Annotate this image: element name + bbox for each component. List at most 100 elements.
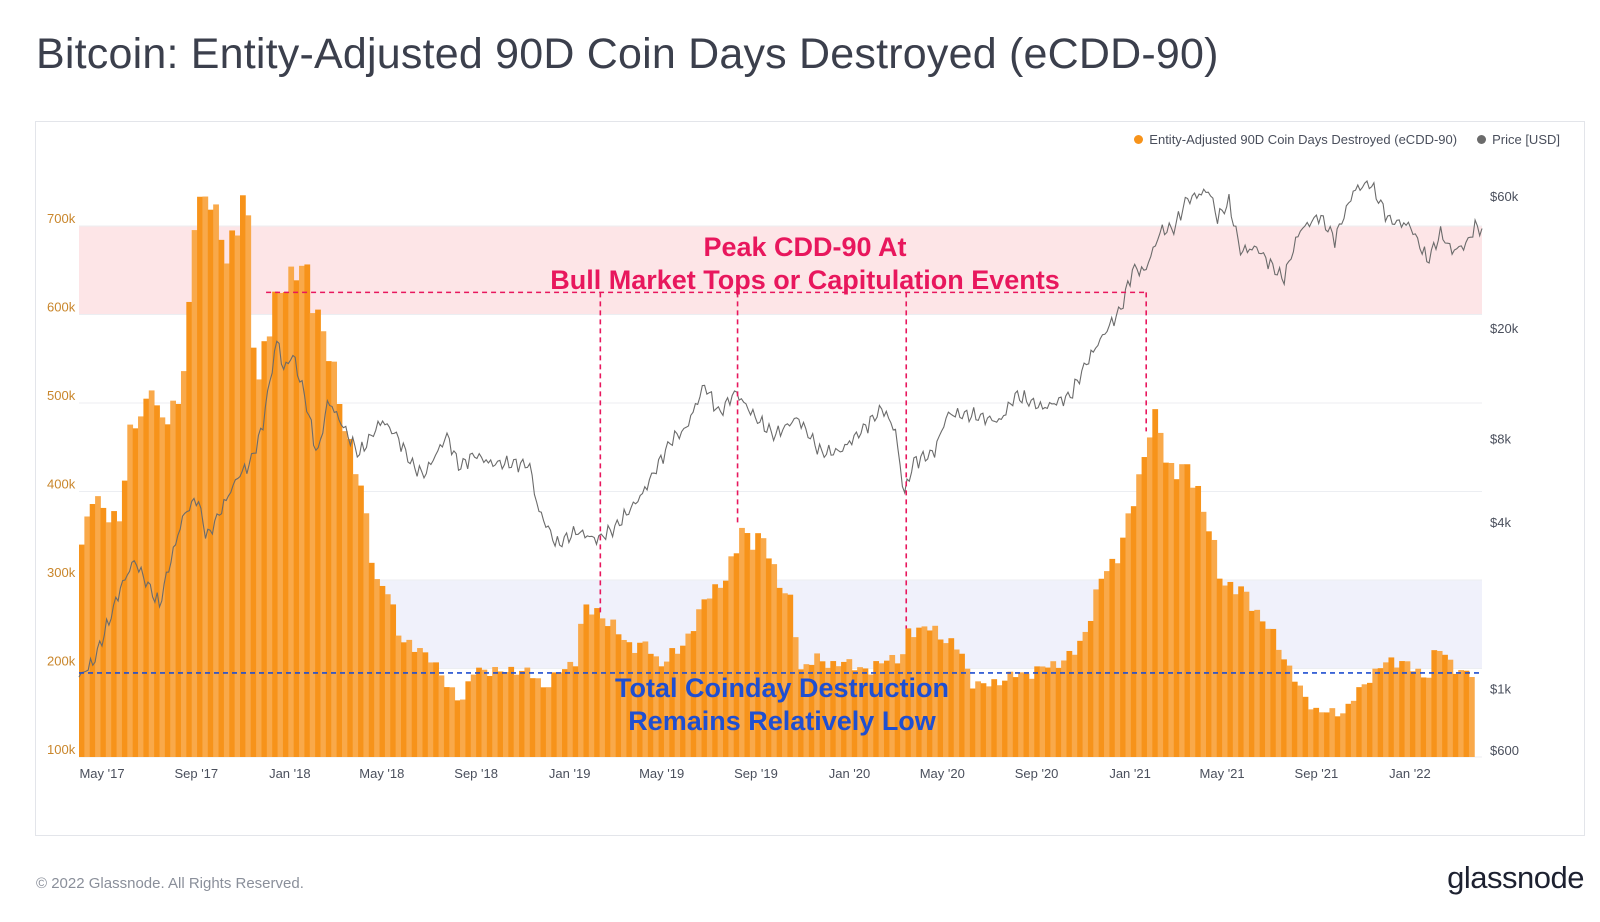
glassnode-logo[interactable]: glassnode [1447, 860, 1584, 895]
ecdd-bar [943, 643, 949, 757]
ecdd-bar [497, 671, 504, 757]
ecdd-bar [411, 651, 418, 757]
legend-item-price[interactable]: Price [USD] [1477, 132, 1560, 147]
y-left-tick-label: 600k [47, 300, 76, 315]
ecdd-bar [594, 608, 600, 757]
y-right-tick-label: $4k [1490, 515, 1511, 530]
ecdd-bar [647, 653, 654, 757]
ecdd-bar [712, 584, 719, 757]
ecdd-bar [1345, 703, 1352, 757]
ecdd-bar [728, 556, 735, 757]
ecdd-bar [443, 687, 450, 757]
ecdd-bar [889, 654, 896, 757]
ecdd-bar [395, 635, 402, 757]
ecdd-bar [1313, 707, 1320, 757]
ecdd-bar [127, 424, 134, 757]
ecdd-bar [186, 301, 193, 757]
y-right-tick-label: $8k [1490, 431, 1511, 446]
ecdd-bar [1329, 708, 1336, 757]
ecdd-bar [545, 687, 552, 757]
ecdd-bar [1281, 659, 1287, 757]
ecdd-bar [771, 564, 778, 757]
ecdd-bar [1431, 650, 1438, 757]
ecdd-bar [685, 633, 692, 757]
ecdd-bar [358, 485, 364, 757]
x-tick-label: Sep '18 [454, 766, 498, 781]
ecdd-bar [272, 291, 278, 757]
ecdd-bar [207, 209, 214, 757]
ecdd-bar [513, 674, 520, 757]
ecdd-bar [449, 687, 456, 757]
ecdd-bar [1028, 678, 1035, 757]
ecdd-bar [798, 669, 804, 757]
ecdd-bar [1361, 684, 1368, 757]
x-tick-label: May '17 [79, 766, 124, 781]
y-right-tick-label: $1k [1490, 682, 1511, 697]
ecdd-bar [401, 642, 407, 757]
ecdd-bar [588, 614, 595, 757]
ecdd-bar [352, 474, 359, 757]
x-tick-label: Jan '18 [269, 766, 311, 781]
ecdd-bar [1265, 628, 1271, 757]
ecdd-bar [996, 685, 1003, 757]
ecdd-bar [282, 292, 289, 757]
ecdd-bar [460, 699, 466, 757]
ecdd-bar [1436, 650, 1443, 757]
y-left-tick-label: 500k [47, 388, 76, 403]
ecdd-bar [1125, 513, 1132, 757]
ecdd-bar [304, 264, 311, 757]
ecdd-bar [417, 648, 423, 757]
ecdd-bar [1318, 712, 1325, 757]
ecdd-bar [900, 654, 906, 757]
ecdd-bar [79, 544, 85, 757]
ecdd-bar [1356, 687, 1363, 757]
ecdd-bar [926, 630, 933, 757]
ecdd-bar [331, 361, 337, 757]
ecdd-bar [438, 675, 445, 757]
ecdd-bar [266, 336, 273, 757]
copyright-footer: © 2022 Glassnode. All Rights Reserved. [36, 875, 304, 892]
y-right-tick-label: $20k [1490, 321, 1519, 336]
ecdd-bar [1012, 677, 1019, 757]
ecdd-bar [980, 683, 987, 757]
ecdd-bar [422, 652, 429, 757]
ecdd-bar [969, 688, 976, 757]
ecdd-bar [486, 675, 493, 757]
ecdd-bar [991, 679, 998, 757]
ecdd-bar [551, 672, 558, 757]
ecdd-bar [953, 649, 960, 757]
ecdd-bar [846, 659, 853, 757]
ecdd-bar [905, 628, 912, 757]
ecdd-bar [867, 674, 874, 757]
ecdd-bar [1468, 677, 1475, 757]
ecdd-bar [1248, 610, 1255, 757]
ecdd-bar [857, 667, 863, 757]
ecdd-bar [121, 480, 128, 757]
ecdd-bar [1087, 620, 1094, 757]
ecdd-bar [197, 196, 203, 757]
ecdd-bar [1254, 609, 1261, 757]
ecdd-bar [1018, 672, 1024, 757]
ecdd-bar [363, 513, 370, 757]
ecdd-bar [1291, 681, 1298, 757]
legend-item-ecdd[interactable]: Entity-Adjusted 90D Coin Days Destroyed … [1134, 132, 1457, 147]
ecdd-bar [1050, 661, 1057, 757]
ecdd-bar [1189, 487, 1196, 757]
ecdd-bar [406, 639, 413, 757]
ecdd-bar [894, 663, 901, 757]
ecdd-bar [465, 681, 472, 757]
ecdd-bar [932, 625, 939, 757]
ecdd-bar [492, 667, 498, 757]
ecdd-bar [1238, 586, 1244, 757]
ecdd-bar [379, 585, 386, 757]
ecdd-bar [100, 507, 107, 757]
x-tick-label: Jan '19 [549, 766, 591, 781]
ecdd-bar [583, 604, 590, 757]
ecdd-bar [615, 634, 622, 757]
peak-band [79, 226, 1482, 315]
ecdd-bar [368, 562, 375, 757]
ecdd-bar [1211, 539, 1218, 757]
ecdd-bar [1066, 650, 1073, 757]
ecdd-bar [250, 347, 257, 757]
